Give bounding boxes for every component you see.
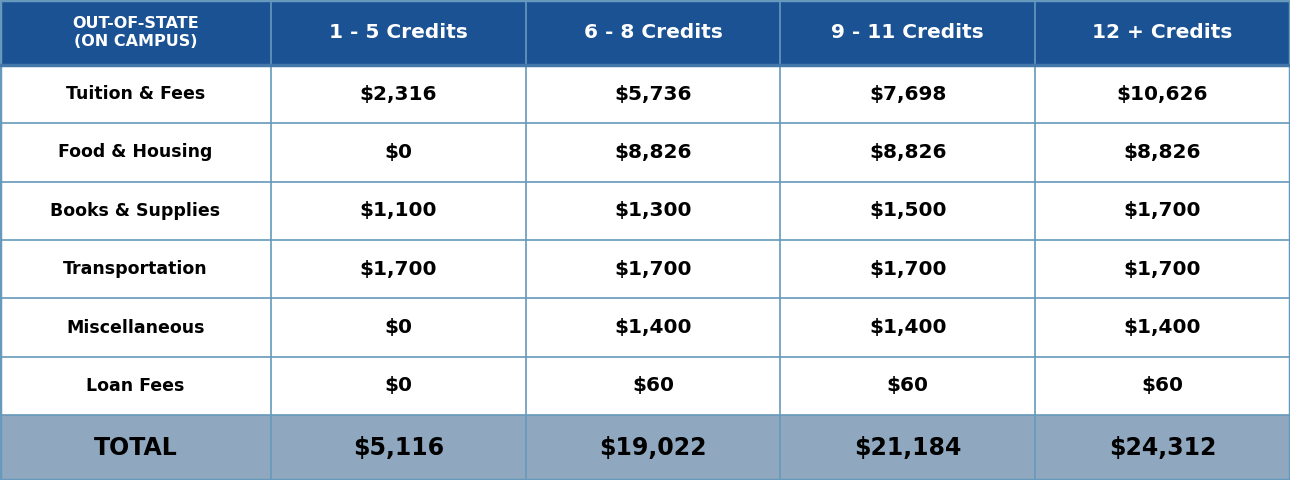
Text: $10,626: $10,626	[1117, 84, 1209, 104]
Bar	[780, 65, 1035, 123]
Bar	[1035, 415, 1290, 480]
Text: 6 - 8 Credits: 6 - 8 Credits	[583, 23, 722, 42]
Bar	[1035, 299, 1290, 357]
Bar	[526, 415, 780, 480]
Text: $1,400: $1,400	[869, 318, 947, 337]
Text: TOTAL: TOTAL	[94, 435, 177, 459]
Text: Miscellaneous: Miscellaneous	[66, 319, 205, 336]
Text: $1,400: $1,400	[1124, 318, 1201, 337]
Bar	[0, 0, 271, 65]
Text: $8,826: $8,826	[614, 143, 691, 162]
Text: $0: $0	[384, 376, 413, 396]
Bar	[271, 240, 526, 299]
Text: $1,300: $1,300	[614, 201, 691, 220]
Bar	[0, 299, 271, 357]
Bar	[0, 181, 271, 240]
Text: Transportation: Transportation	[63, 260, 208, 278]
Text: $1,500: $1,500	[869, 201, 947, 220]
Bar	[0, 415, 271, 480]
Bar	[780, 181, 1035, 240]
Text: $5,736: $5,736	[614, 84, 691, 104]
Bar	[0, 357, 271, 415]
Text: $1,400: $1,400	[614, 318, 691, 337]
Bar	[1035, 65, 1290, 123]
Bar	[271, 181, 526, 240]
Bar	[1035, 0, 1290, 65]
Text: OUT-OF-STATE
(ON CAMPUS): OUT-OF-STATE (ON CAMPUS)	[72, 16, 199, 48]
Text: Tuition & Fees: Tuition & Fees	[66, 85, 205, 103]
Text: $1,700: $1,700	[614, 260, 691, 279]
Bar	[1035, 181, 1290, 240]
Bar	[271, 415, 526, 480]
Bar	[526, 65, 780, 123]
Text: $24,312: $24,312	[1109, 435, 1216, 459]
Bar	[526, 123, 780, 181]
Text: $1,100: $1,100	[360, 201, 437, 220]
Text: $1,700: $1,700	[1124, 201, 1201, 220]
Bar	[1035, 357, 1290, 415]
Text: $19,022: $19,022	[600, 435, 707, 459]
Bar	[271, 299, 526, 357]
Bar	[0, 65, 271, 123]
Text: Books & Supplies: Books & Supplies	[50, 202, 221, 220]
Text: $21,184: $21,184	[854, 435, 961, 459]
Text: $0: $0	[384, 143, 413, 162]
Bar	[0, 123, 271, 181]
Bar	[526, 0, 780, 65]
Bar	[271, 123, 526, 181]
Bar	[526, 240, 780, 299]
Bar	[780, 357, 1035, 415]
Text: $7,698: $7,698	[869, 84, 947, 104]
Bar	[780, 415, 1035, 480]
Text: $5,116: $5,116	[352, 435, 444, 459]
Text: $60: $60	[632, 376, 675, 396]
Bar	[1035, 123, 1290, 181]
Text: Food & Housing: Food & Housing	[58, 144, 213, 161]
Bar	[271, 0, 526, 65]
Text: $2,316: $2,316	[360, 84, 437, 104]
Text: $8,826: $8,826	[1124, 143, 1201, 162]
Bar	[780, 123, 1035, 181]
Text: $60: $60	[1142, 376, 1184, 396]
Bar	[780, 240, 1035, 299]
Bar	[780, 0, 1035, 65]
Bar	[526, 357, 780, 415]
Bar	[271, 357, 526, 415]
Text: $1,700: $1,700	[1124, 260, 1201, 279]
Bar	[1035, 240, 1290, 299]
Bar	[780, 299, 1035, 357]
Bar	[271, 65, 526, 123]
Bar	[526, 181, 780, 240]
Text: $60: $60	[886, 376, 929, 396]
Text: 9 - 11 Credits: 9 - 11 Credits	[832, 23, 984, 42]
Text: $1,700: $1,700	[869, 260, 947, 279]
Text: $1,700: $1,700	[360, 260, 437, 279]
Text: $0: $0	[384, 318, 413, 337]
Text: Loan Fees: Loan Fees	[86, 377, 184, 395]
Text: 1 - 5 Credits: 1 - 5 Credits	[329, 23, 468, 42]
Text: 12 + Credits: 12 + Credits	[1093, 23, 1233, 42]
Bar	[0, 240, 271, 299]
Bar	[526, 299, 780, 357]
Text: $8,826: $8,826	[869, 143, 947, 162]
